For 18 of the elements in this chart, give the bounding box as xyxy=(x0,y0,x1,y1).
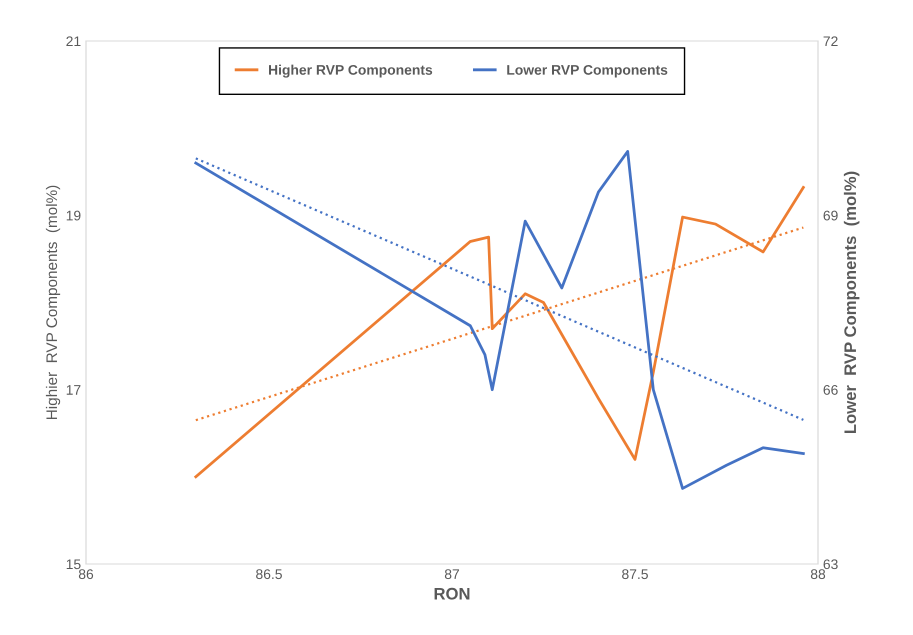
x-axis-title: RON xyxy=(434,588,470,600)
legend-label: Higher RVP Components xyxy=(268,64,432,78)
x-tick-label: 87.5 xyxy=(622,569,648,580)
y2-tick-label: 72 xyxy=(824,36,838,46)
y-tick-label: 15 xyxy=(66,559,81,570)
legend-label: Lower RVP Components xyxy=(507,64,668,78)
x-tick-label: 87 xyxy=(444,569,460,580)
x-tick-label: 86.5 xyxy=(256,569,282,580)
y-tick-label: 19 xyxy=(66,210,80,221)
y-tick-label: 21 xyxy=(66,36,80,46)
y-tick-label: 17 xyxy=(66,385,80,395)
y2-tick-label: 69 xyxy=(824,210,838,221)
y2-tick-label: 66 xyxy=(824,385,838,395)
x-tick-label: 86 xyxy=(78,569,94,580)
y2-tick-label: 63 xyxy=(824,559,838,570)
y2-axis-title: Lower RVP Components (mol%) xyxy=(844,172,860,434)
x-tick-label: 88 xyxy=(810,569,826,580)
y-axis-title: Highier RVP Components (mol%) xyxy=(46,186,60,419)
